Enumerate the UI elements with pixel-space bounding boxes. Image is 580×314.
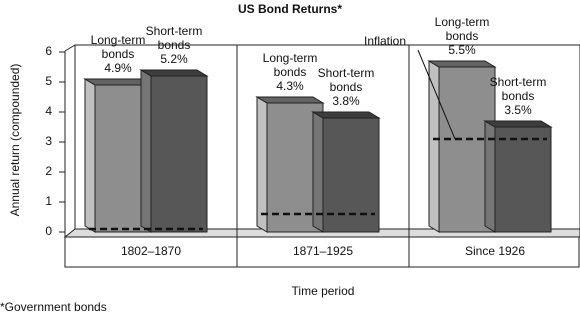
data-label-name: Long-term bonds bbox=[435, 15, 490, 43]
data-label-name: Long-term bonds bbox=[263, 51, 318, 79]
data-label: 4.3% bbox=[276, 79, 304, 93]
data-label: 3.8% bbox=[332, 94, 360, 108]
data-label-name: Short-term bonds bbox=[318, 66, 375, 94]
y-axis-label: Annual return (compounded) bbox=[8, 64, 22, 217]
category-row bbox=[64, 236, 580, 268]
chart-title: US Bond Returns* bbox=[238, 2, 342, 16]
annotation-leader bbox=[417, 49, 456, 140]
x-tick-label: Since 1926 bbox=[465, 244, 525, 258]
bar-side bbox=[140, 69, 152, 233]
y-tick-label: 5 bbox=[45, 74, 52, 88]
bar-top bbox=[427, 60, 497, 68]
bar bbox=[150, 75, 208, 233]
data-label: 3.5% bbox=[504, 103, 532, 117]
y-tick-label: 0 bbox=[45, 224, 52, 238]
bar-side bbox=[428, 60, 440, 233]
y-tick-label: 1 bbox=[45, 194, 52, 208]
y-tick-label: 6 bbox=[45, 44, 52, 58]
annotation: Inflation bbox=[364, 34, 406, 48]
bar-top bbox=[139, 69, 209, 77]
data-label-name: Short-term bonds bbox=[490, 75, 547, 103]
bar-side bbox=[484, 120, 496, 233]
data-label: 4.9% bbox=[104, 61, 132, 75]
y-tick-label: 3 bbox=[45, 134, 52, 148]
x-axis-label: Time period bbox=[292, 284, 355, 298]
bar-top bbox=[311, 111, 381, 119]
footnote: *Government bonds bbox=[0, 300, 107, 314]
axis-edge bbox=[64, 44, 76, 52]
bar-side bbox=[256, 96, 268, 233]
y-tick-label: 2 bbox=[45, 164, 52, 178]
y-tick-label: 4 bbox=[45, 104, 52, 118]
bar-side bbox=[84, 78, 96, 233]
data-label-name: Short-term bonds bbox=[146, 24, 203, 52]
bar-top bbox=[255, 96, 325, 104]
bar-top bbox=[483, 120, 553, 128]
x-tick-label: 1871–1925 bbox=[293, 244, 353, 258]
data-label: 5.2% bbox=[160, 52, 188, 66]
bar bbox=[494, 126, 552, 233]
data-label-name: Long-term bonds bbox=[91, 33, 146, 61]
x-tick-label: 1802–1870 bbox=[121, 244, 181, 258]
data-label: 5.5% bbox=[448, 43, 476, 57]
